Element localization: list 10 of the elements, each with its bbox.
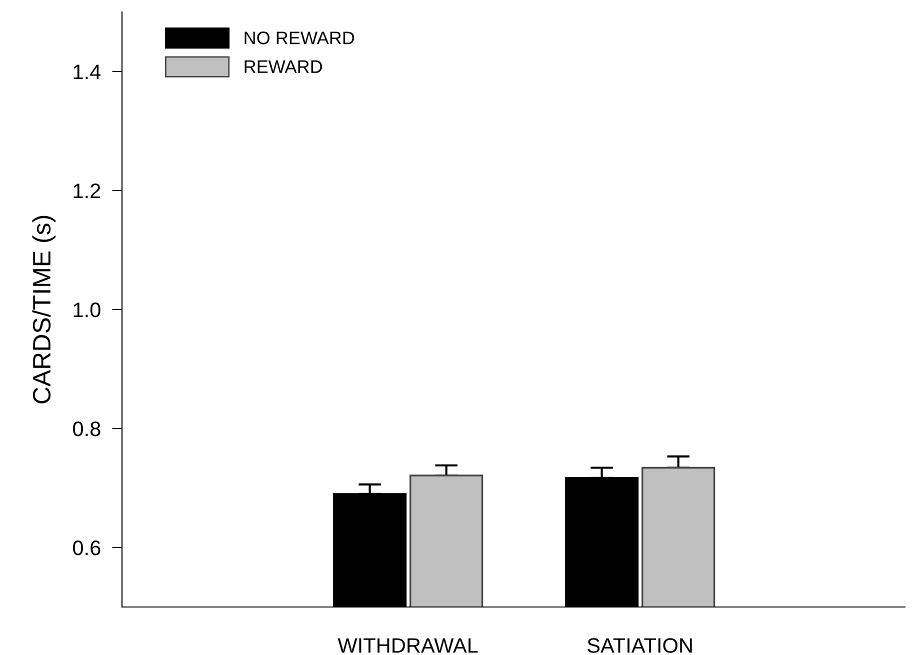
legend-label: REWARD (244, 60, 322, 73)
legend-label: NO REWARD (244, 32, 354, 44)
y-tick-label: 1.0 (74, 302, 100, 318)
x-tick-label: SATIATION (588, 638, 692, 653)
y-tick-label: 0.6 (73, 540, 100, 556)
y-tick-label: 0.8 (73, 422, 100, 436)
x-tick-label: WITHDRAWAL (338, 638, 478, 653)
y-tick-label: 1.2 (74, 184, 100, 198)
y-axis-title: CARDS/TIME (s) (32, 216, 56, 404)
y-tick-label: 1.4 (74, 64, 101, 80)
